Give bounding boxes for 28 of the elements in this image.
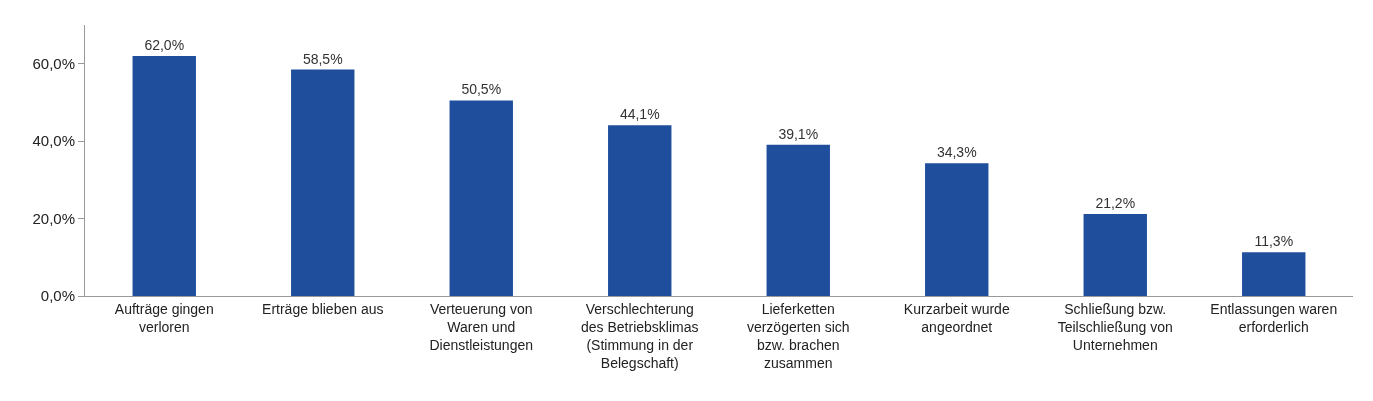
data-label: 44,1% (619, 106, 660, 123)
data-label: 62,0% (144, 36, 185, 53)
bar (925, 163, 989, 296)
bar (291, 69, 355, 296)
y-tick-label: 40,0% (32, 132, 75, 150)
y-tick-label: 0,0% (40, 287, 75, 305)
y-tick-label: 20,0% (32, 209, 75, 227)
data-label: 39,1% (778, 125, 819, 142)
x-tick-label: Verschlechterung des Betriebsklimas (Stimmung in der Belegschaft) (581, 300, 699, 372)
bar (1083, 213, 1147, 296)
data-label: 21,2% (1095, 194, 1136, 211)
bar (766, 144, 830, 296)
data-label: 50,5% (461, 81, 502, 98)
bar (608, 125, 672, 296)
bar (1242, 252, 1306, 296)
data-label: 11,3% (1254, 233, 1294, 250)
x-tick-label: Entlassungen waren erforderlich (1210, 300, 1338, 335)
bar (449, 100, 513, 296)
x-tick-label: Schließung bzw. Teilschließung von Unternehmen (1057, 300, 1173, 354)
x-tick-label: Verteuerung von Waren und Dienstleistungen (429, 300, 534, 354)
x-tick-label: Lieferketten verzögerten sich bzw. brachen zusammen (746, 300, 850, 372)
x-tick-label: Aufträge gingen verloren (114, 300, 214, 335)
data-label: 34,3% (936, 144, 977, 161)
bar (132, 55, 196, 296)
y-tick-label: 60,0% (32, 54, 75, 72)
x-tick-label: Kurzarbeit wurde angeordnet (903, 300, 1010, 335)
data-label: 58,5% (302, 50, 343, 67)
x-tick-label: Erträge blieben aus (262, 300, 384, 317)
